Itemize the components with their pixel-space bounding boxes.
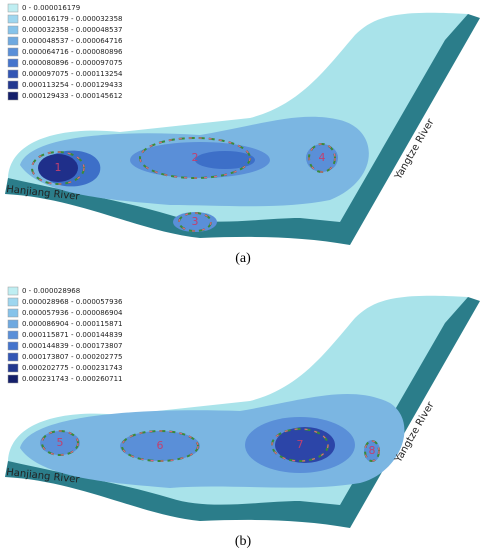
legend-label: 0.000016179 - 0.000032358 xyxy=(22,15,123,23)
legend-swatch xyxy=(7,69,19,79)
legend-swatch xyxy=(7,363,19,373)
legend-swatch xyxy=(7,80,19,90)
caption: (a) xyxy=(235,251,251,266)
legend-swatch xyxy=(7,91,19,101)
zone-outline xyxy=(271,428,329,462)
zone-outline xyxy=(31,151,85,185)
zone-label: 2 xyxy=(192,151,199,164)
zone-outline xyxy=(41,430,79,456)
legend-swatch xyxy=(7,286,19,296)
zone-outline xyxy=(308,143,336,173)
legend-swatch xyxy=(7,319,19,329)
legend-swatch xyxy=(7,36,19,46)
legend-swatch xyxy=(7,25,19,35)
legend-label: 0.000048537 - 0.000064716 xyxy=(22,37,123,45)
legend-label: 0.000202775 - 0.000231743 xyxy=(22,364,123,372)
map-panel-b: 0 - 0.000028968 0.000028968 - 0.000057936… xyxy=(5,286,480,528)
zone-label: 1 xyxy=(55,161,62,174)
legend-label: 0.000231743 - 0.000260711 xyxy=(22,375,123,383)
legend-label: 0.000115871 - 0.000144839 xyxy=(22,331,123,339)
caption: (b) xyxy=(235,534,252,549)
zone-outline xyxy=(139,137,251,179)
legend-label: 0.000129433 - 0.000145612 xyxy=(22,92,123,100)
legend-swatch xyxy=(7,3,19,13)
legend-swatch xyxy=(7,308,19,318)
legend-label: 0.000173807 - 0.000202775 xyxy=(22,353,123,361)
legend-label: 0.000097075 - 0.000113254 xyxy=(22,70,123,78)
legend-swatch xyxy=(7,330,19,340)
map-panel-a: 0 - 0.000016179 0.000016179 - 0.000032358… xyxy=(5,3,480,246)
legend-label: 0 - 0.000016179 xyxy=(22,4,80,12)
legend-label: 0.000113254 - 0.000129433 xyxy=(22,81,123,89)
zone-label: 4 xyxy=(319,151,326,164)
zone-label: 3 xyxy=(192,215,199,228)
legend-swatch xyxy=(7,47,19,57)
legend-swatch xyxy=(7,58,19,68)
legend-label: 0.000064716 - 0.000080896 xyxy=(22,48,123,56)
legend-label: 0.000028968 - 0.000057936 xyxy=(22,298,123,306)
legend-label: 0.000144839 - 0.000173807 xyxy=(22,342,123,350)
legend-swatch xyxy=(7,297,19,307)
zone-label: 5 xyxy=(57,436,64,449)
zone-outline xyxy=(178,212,212,232)
legend-label: 0.000032358 - 0.000048537 xyxy=(22,26,123,34)
legend-label: 0.000057936 - 0.000086904 xyxy=(22,309,123,317)
zone-label: 7 xyxy=(297,438,304,451)
zone-label: 6 xyxy=(157,439,164,452)
zone-label: 8 xyxy=(369,444,376,457)
zone-outline xyxy=(364,440,380,462)
zone-outline xyxy=(121,430,199,462)
legend-label: 0.000080896 - 0.000097075 xyxy=(22,59,123,67)
legend-swatch xyxy=(7,341,19,351)
legend-label: 0.000086904 - 0.000115871 xyxy=(22,320,123,328)
legend-label: 0 - 0.000028968 xyxy=(22,287,80,295)
legend-swatch xyxy=(7,374,19,384)
legend-swatch xyxy=(7,352,19,362)
legend-swatch xyxy=(7,14,19,24)
